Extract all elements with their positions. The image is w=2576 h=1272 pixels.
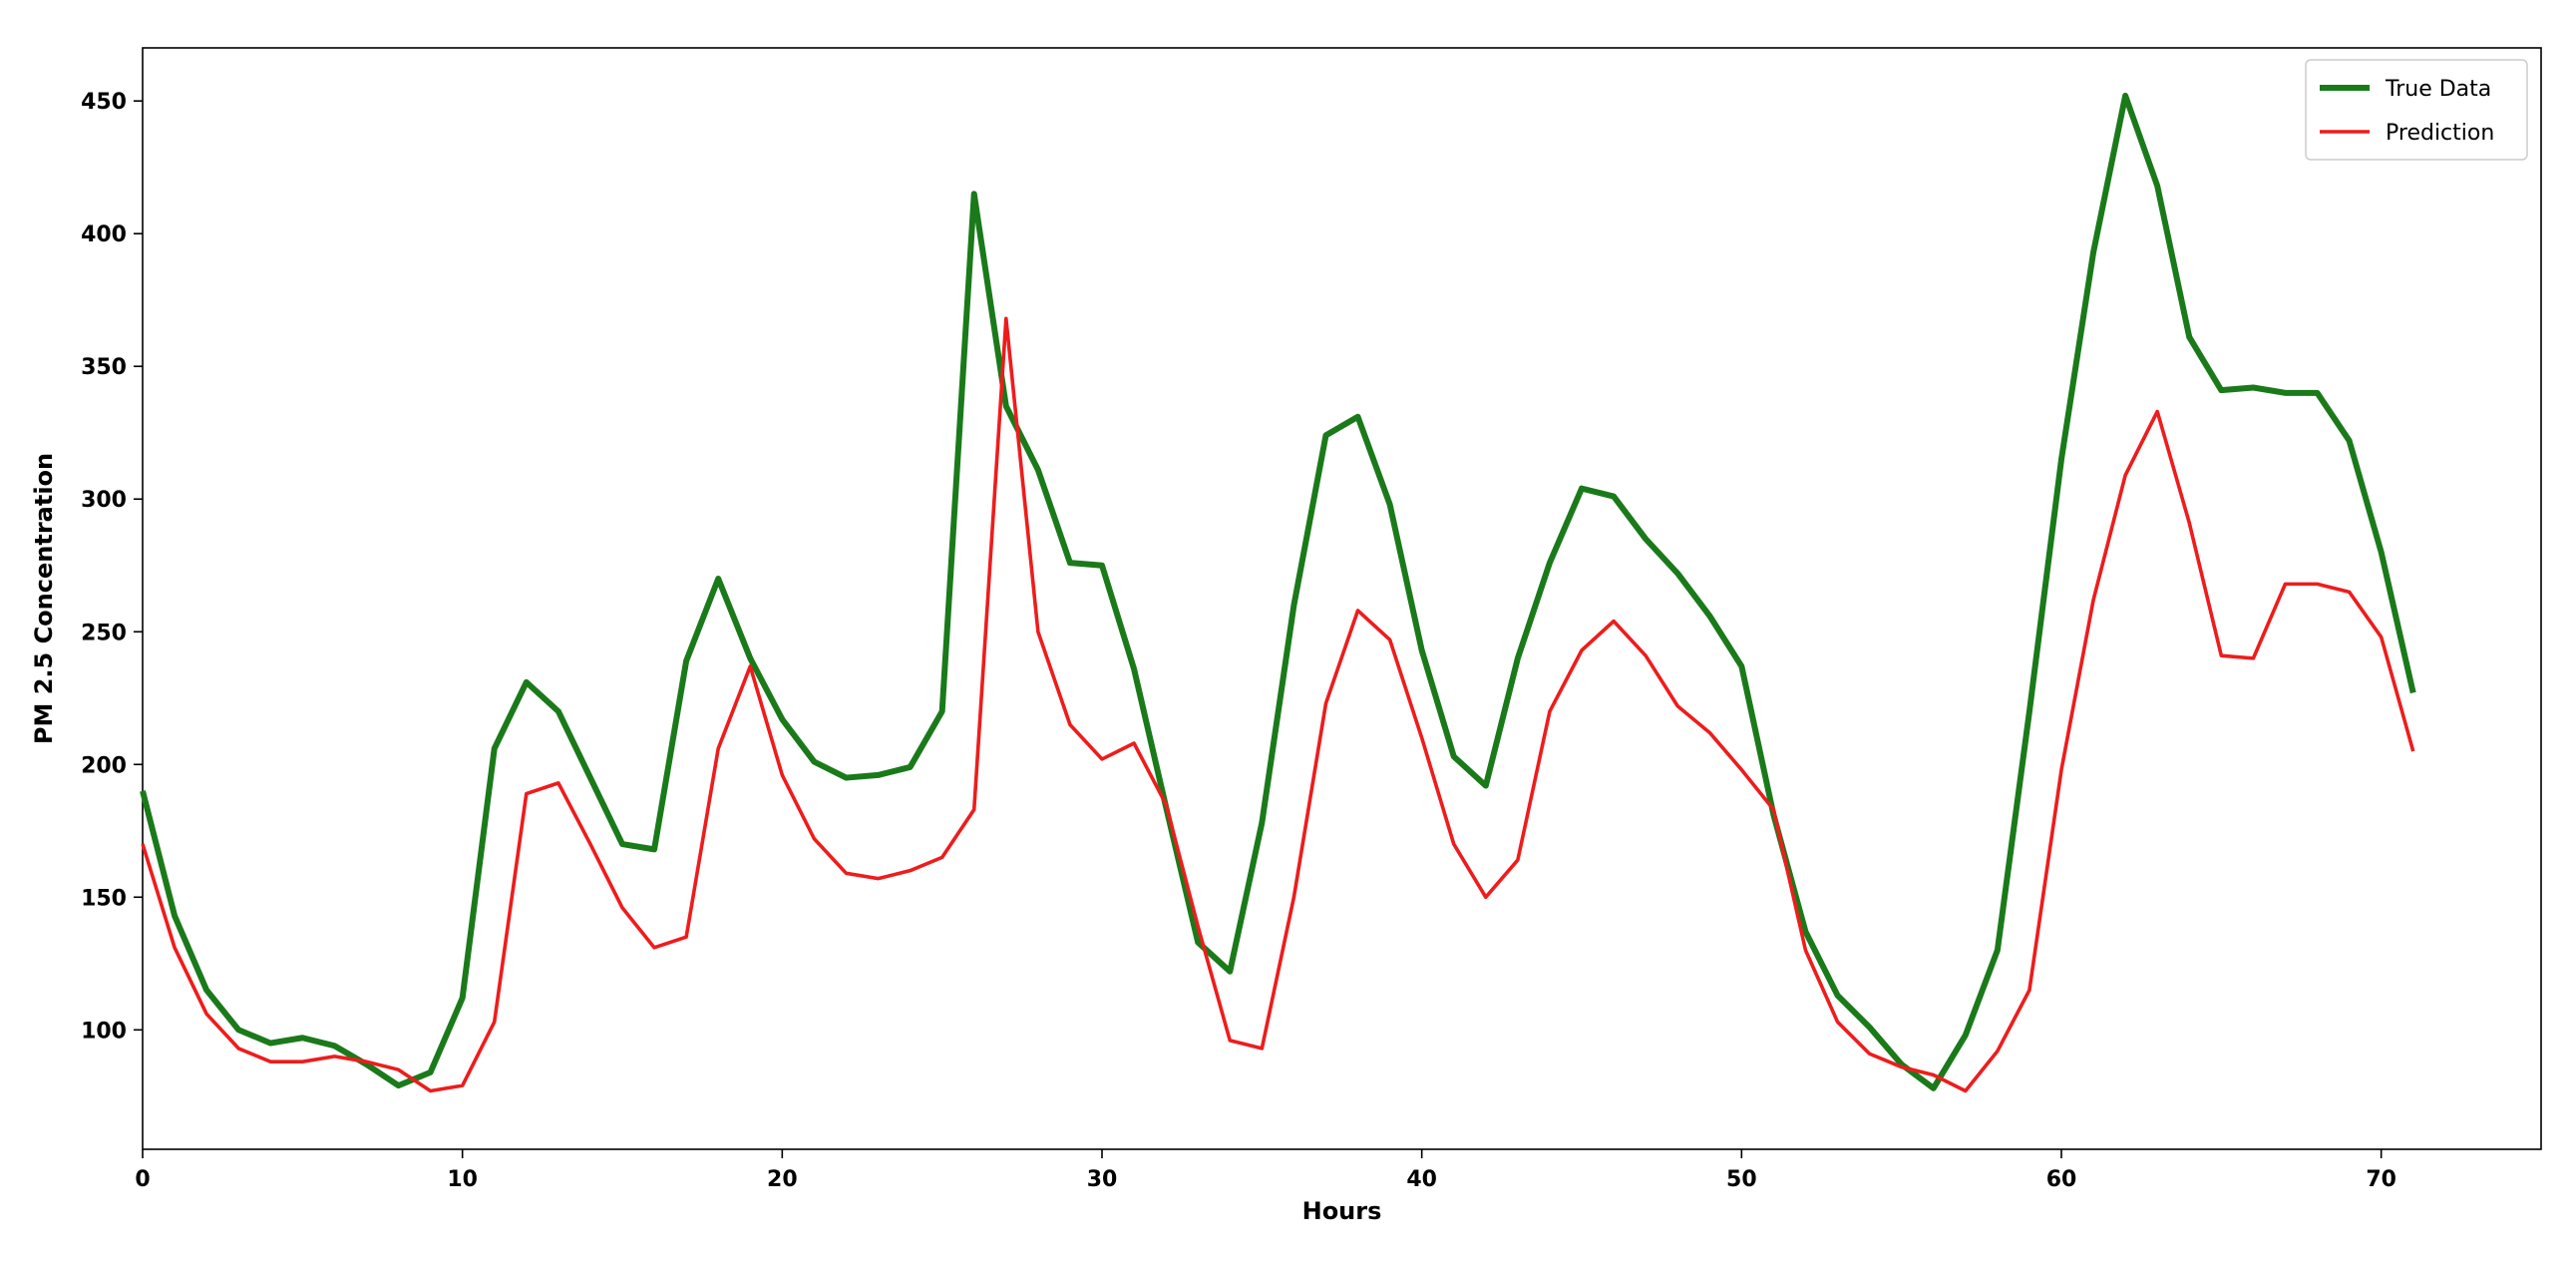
y-tick-label: 400 [81,222,127,247]
series-line-true-data [140,92,2416,1091]
x-tick-label: 30 [1087,1167,1118,1192]
x-tick-label: 20 [767,1167,798,1192]
series-line-prediction [141,316,2415,1093]
x-tick-label: 40 [1406,1167,1437,1192]
x-tick-label: 50 [1726,1167,1757,1192]
legend: True Data Prediction [2305,59,2528,161]
legend-label: True Data [2385,77,2491,102]
x-tick-label: 0 [135,1167,150,1192]
y-tick-label: 150 [81,886,127,911]
plot-area-frame [142,47,2542,1150]
y-tick-label: 450 [81,90,127,115]
y-tick-label: 250 [81,621,127,645]
y-axis-label: PM 2.5 Concentration [30,453,58,744]
x-tick-label: 10 [447,1167,478,1192]
legend-label: Prediction [2386,121,2494,146]
x-axis-label: Hours [1302,1197,1382,1225]
x-tick-label: 60 [2046,1167,2077,1192]
y-tick-label: 300 [81,488,127,513]
y-tick-label: 350 [81,355,127,380]
x-tick-label: 70 [2366,1167,2396,1192]
y-tick-label: 100 [81,1019,127,1044]
y-tick-label: 200 [81,753,127,778]
